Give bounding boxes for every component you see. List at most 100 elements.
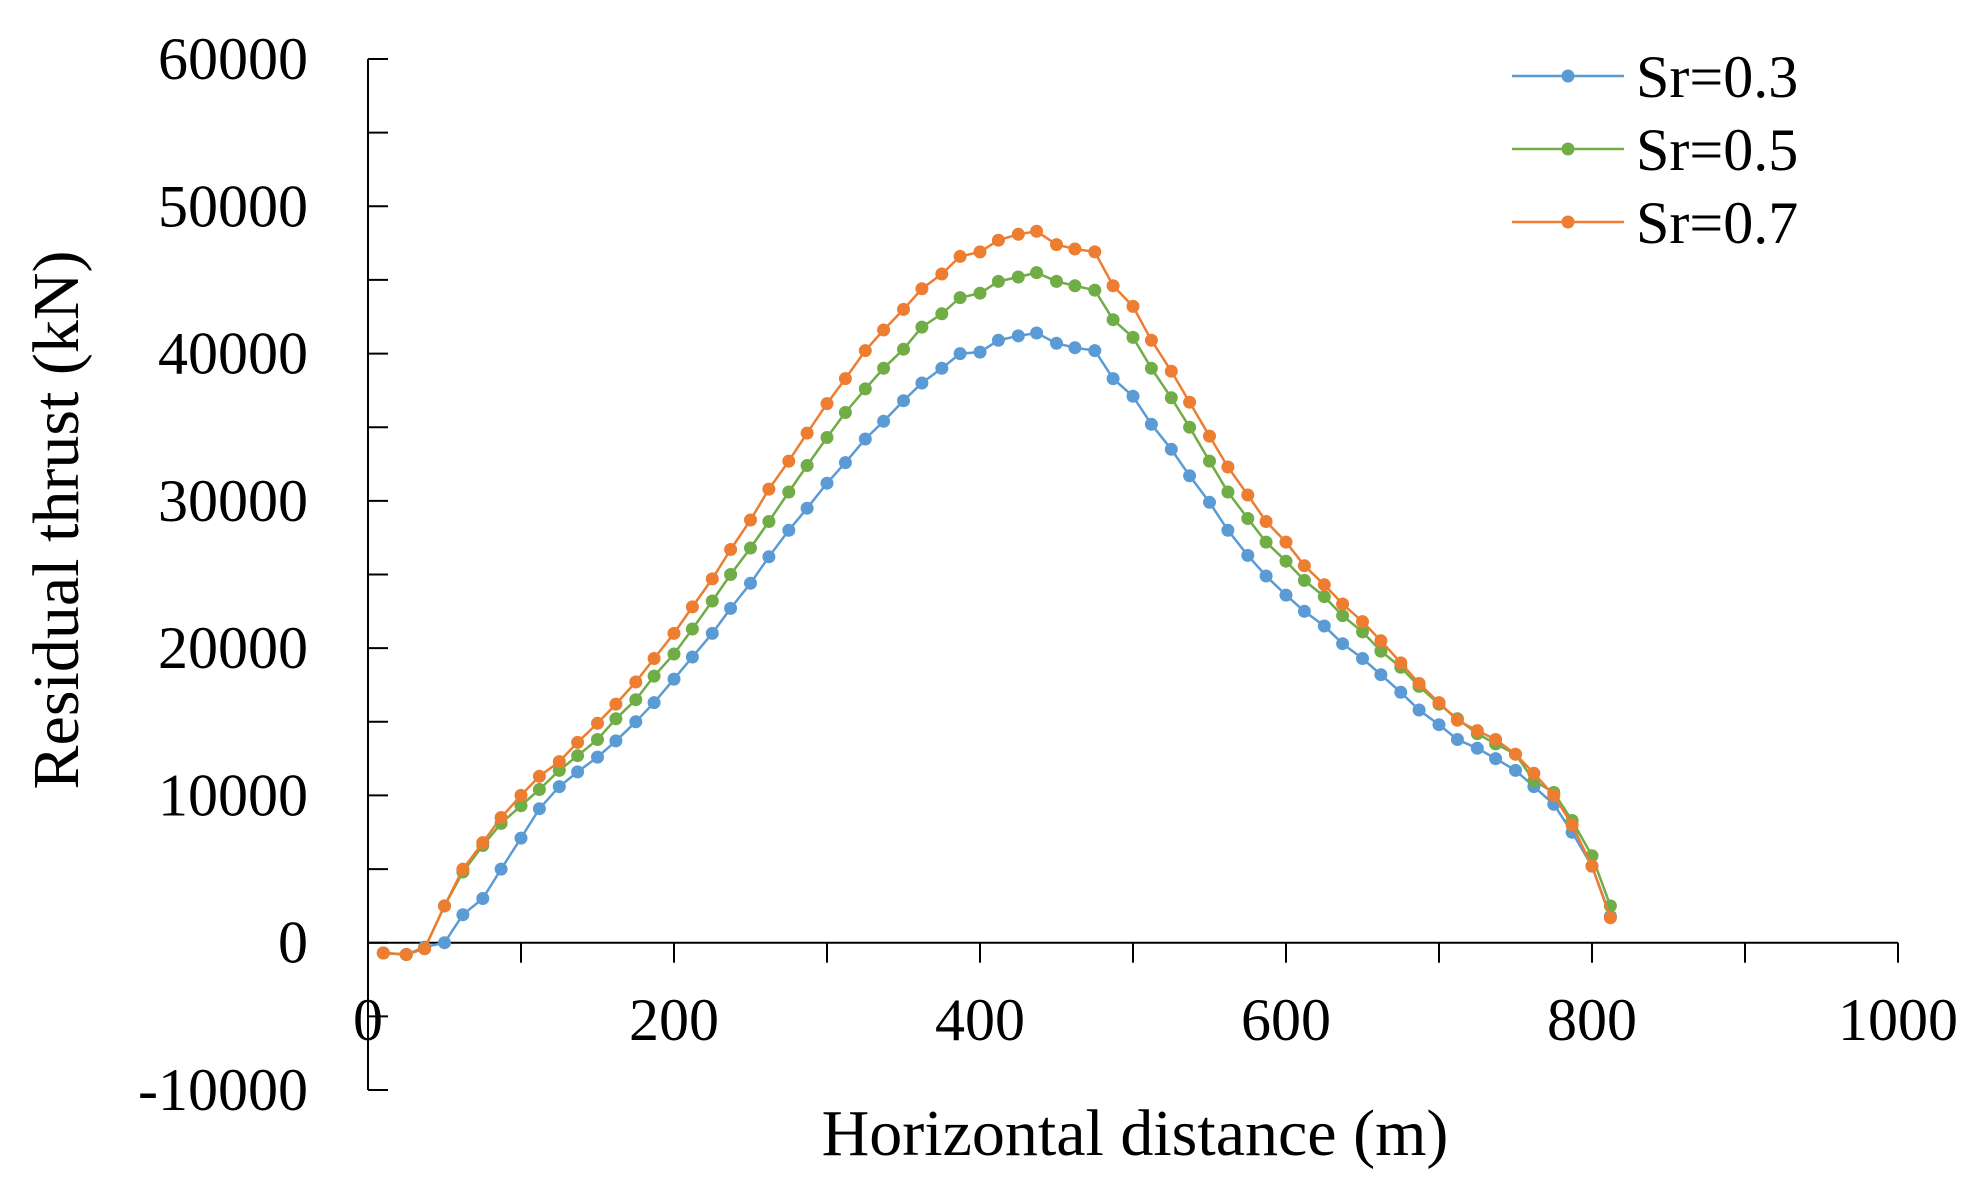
legend: Sr=0.3 Sr=0.5 Sr=0.7 <box>1512 44 1798 256</box>
data-point <box>1297 604 1311 618</box>
data-point <box>973 345 987 359</box>
data-point <box>858 382 872 396</box>
data-point <box>571 765 585 779</box>
data-point <box>1106 279 1120 293</box>
series-1 <box>376 326 1617 961</box>
data-point <box>1050 274 1063 288</box>
data-point <box>1317 578 1331 592</box>
data-point <box>1412 677 1426 690</box>
data-point <box>1164 364 1178 378</box>
data-point <box>1050 238 1063 252</box>
data-point <box>935 267 949 281</box>
data-point <box>514 831 528 845</box>
data-point <box>724 543 738 556</box>
data-point <box>1394 685 1408 699</box>
data-point <box>800 426 814 440</box>
data-point <box>744 576 757 590</box>
data-point <box>935 361 949 375</box>
data-point <box>1509 763 1522 777</box>
data-point <box>1317 619 1331 633</box>
data-point <box>820 431 834 444</box>
data-point <box>647 652 661 665</box>
data-point <box>897 342 910 356</box>
data-point <box>1279 588 1293 602</box>
data-point <box>705 626 719 640</box>
data-point <box>1356 615 1369 629</box>
data-point <box>685 600 699 614</box>
data-point <box>800 501 814 515</box>
data-point <box>1259 515 1273 528</box>
data-point <box>1279 554 1293 568</box>
data-point <box>571 749 585 763</box>
data-point <box>591 716 604 730</box>
data-point <box>1489 733 1503 746</box>
legend-marker <box>1561 142 1575 156</box>
data-point <box>820 476 834 490</box>
legend-item: Sr=0.5 <box>1512 117 1798 183</box>
data-point <box>494 811 508 824</box>
data-point <box>782 485 796 499</box>
data-point <box>647 669 661 683</box>
y-tick-label: 40000 <box>158 321 308 387</box>
y-tick-label: 60000 <box>158 26 308 92</box>
axes: -10000 0 10000 20000 30000 40000 50000 60000 0 20… <box>138 26 1958 1123</box>
data-point <box>935 307 949 321</box>
data-point <box>858 344 872 358</box>
legend-label: Sr=0.7 <box>1636 190 1798 256</box>
data-point <box>456 862 470 876</box>
data-point <box>1470 724 1484 738</box>
data-point <box>705 572 719 586</box>
data-point <box>1356 652 1369 665</box>
data-point <box>1088 245 1102 259</box>
legend-marker <box>1561 69 1575 83</box>
data-point <box>724 568 738 581</box>
data-point <box>1144 333 1158 347</box>
series-line <box>383 271 1612 956</box>
series-layer <box>376 224 1617 961</box>
x-tick-label: 400 <box>935 987 1025 1053</box>
data-point <box>744 513 757 527</box>
data-point <box>877 323 891 337</box>
data-point <box>1450 733 1464 746</box>
data-point <box>744 541 757 555</box>
data-point <box>953 347 967 361</box>
data-point <box>1221 485 1235 499</box>
data-point <box>1241 488 1255 502</box>
data-point <box>1011 329 1025 343</box>
data-point <box>800 459 814 472</box>
data-point <box>915 320 929 334</box>
data-point <box>514 788 528 802</box>
x-tick-label: 600 <box>1241 987 1331 1053</box>
data-point <box>1164 442 1178 456</box>
data-point <box>667 626 681 640</box>
data-point <box>629 693 643 707</box>
data-point <box>1297 573 1311 587</box>
data-point <box>418 942 432 956</box>
data-point <box>1030 266 1044 280</box>
data-point <box>1088 283 1102 297</box>
data-point <box>532 769 546 783</box>
data-point <box>1394 656 1408 670</box>
data-point <box>838 406 852 419</box>
data-point <box>647 696 661 710</box>
data-point <box>915 376 929 390</box>
data-point <box>877 361 891 375</box>
data-point <box>1412 703 1426 717</box>
data-point <box>1068 279 1082 293</box>
legend-label: Sr=0.5 <box>1636 117 1798 183</box>
data-point <box>494 862 508 876</box>
data-point <box>1030 224 1044 238</box>
data-point <box>762 482 776 496</box>
y-tick-label: 10000 <box>158 762 308 828</box>
data-point <box>1144 361 1158 375</box>
data-point <box>762 515 776 528</box>
data-point <box>1068 341 1082 355</box>
data-point <box>1432 718 1446 732</box>
data-point <box>1203 454 1216 468</box>
data-point <box>476 836 490 850</box>
data-point <box>973 245 987 259</box>
data-point <box>1241 512 1255 525</box>
data-point <box>1183 420 1197 434</box>
data-point <box>438 936 451 950</box>
